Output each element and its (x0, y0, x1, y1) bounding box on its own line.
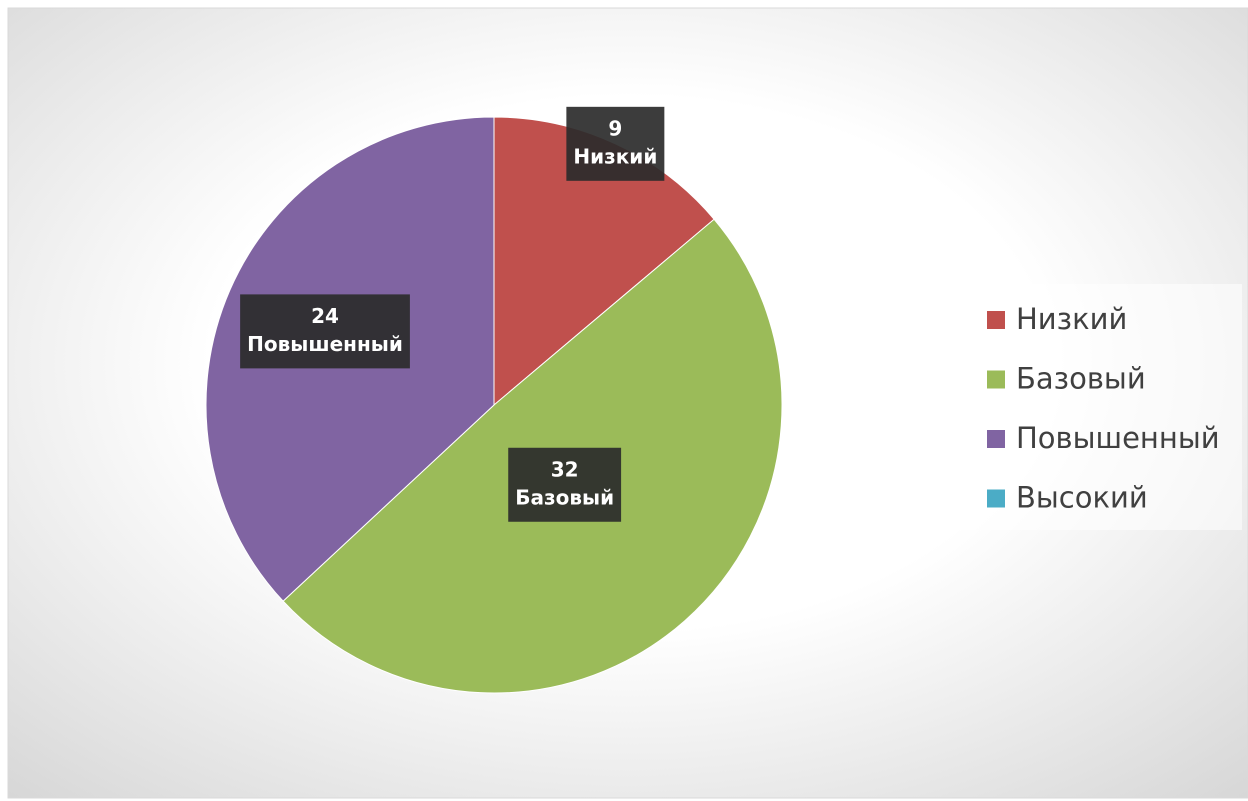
data-label-category: Низкий (573, 144, 657, 168)
legend-label: Базовый (1016, 362, 1146, 396)
data-label-box (508, 447, 622, 522)
data-label-value: 24 (311, 304, 339, 328)
data-label-box (566, 106, 665, 181)
legend-swatch (987, 370, 1005, 389)
legend-swatch (987, 311, 1005, 329)
legend-swatch (987, 489, 1005, 508)
data-label-category: Повышенный (247, 332, 403, 356)
legend-swatch (987, 430, 1005, 448)
data-label-box (240, 294, 410, 369)
data-label-category: Базовый (515, 485, 614, 509)
legend-label: Высокий (1016, 481, 1148, 515)
legend-box (960, 284, 1242, 530)
legend-label: Низкий (1016, 302, 1127, 336)
legend-label: Повышенный (1016, 421, 1220, 455)
data-label-value: 32 (551, 457, 579, 481)
data-label-value: 9 (608, 116, 622, 140)
